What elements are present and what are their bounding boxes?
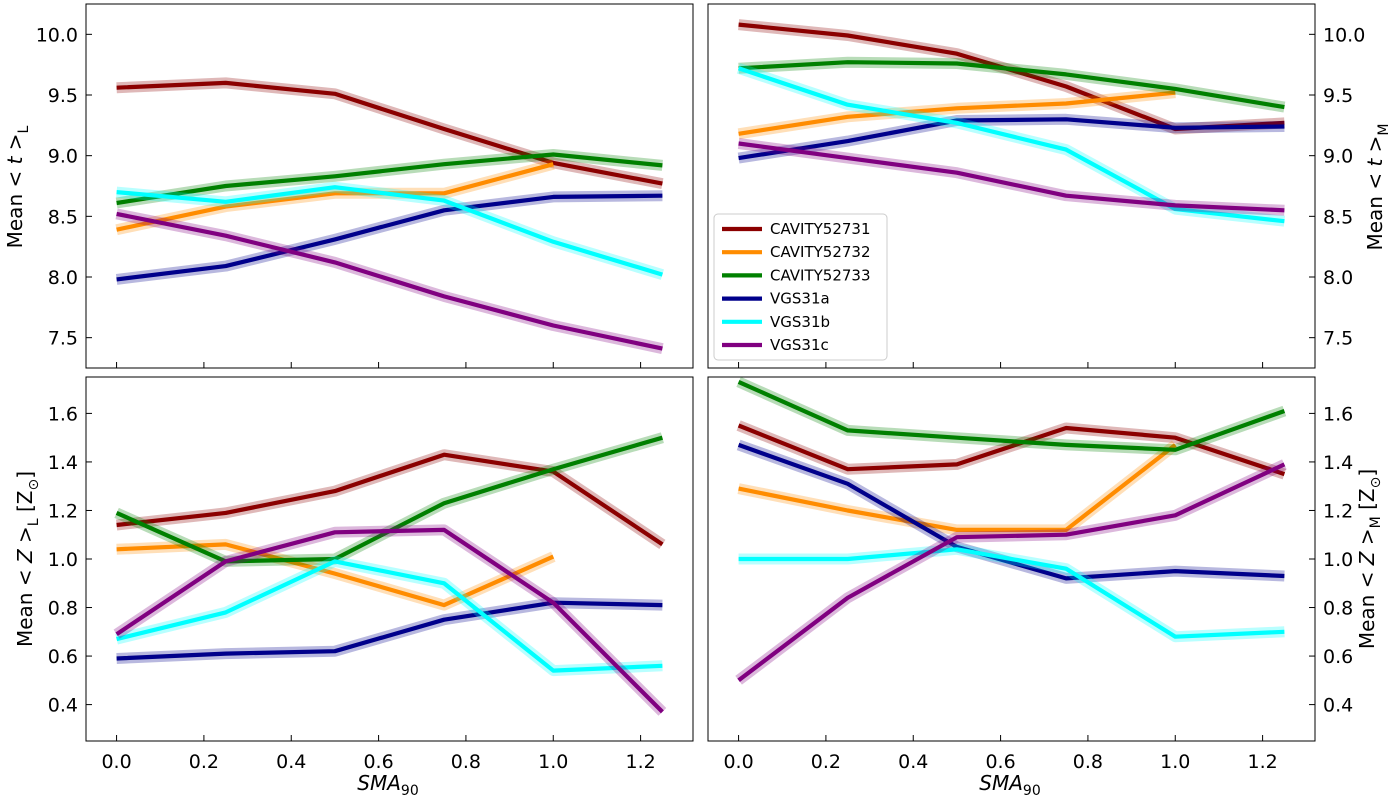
x-tick-label: 1.0: [1160, 751, 1190, 773]
y-tick-label: 0.6: [48, 646, 78, 668]
plot-frame: [707, 3, 1316, 369]
y-tick-label: 0.4: [1323, 695, 1353, 717]
series-line-CAVITY52733: [116, 152, 663, 206]
series-line-VGS31b: [737, 66, 1285, 224]
y-tick-label: 8.0: [1323, 267, 1353, 289]
x-tick-label: 1.2: [625, 751, 655, 773]
series-line-CAVITY52733: [737, 379, 1286, 452]
x-tick-label: 1.2: [1247, 751, 1277, 773]
y-tick-label: 1.4: [1323, 452, 1353, 474]
legend: CAVITY52731 CAVITY52732 CAVITY52733 VGS31a V…: [713, 213, 888, 361]
x-tick-label: 0.0: [723, 751, 753, 773]
y-tick-label: 0.4: [48, 695, 78, 717]
y-tick-label: 1.0: [48, 549, 78, 571]
legend-label-VGS31a: VGS31a: [770, 290, 830, 308]
y-tick-label: 7.5: [48, 328, 78, 350]
y-tick-label: 1.4: [48, 452, 78, 474]
y-tick-label: 9.5: [1323, 85, 1353, 107]
series-line-VGS31a: [737, 442, 1285, 581]
y-tick-label: 8.0: [48, 267, 78, 289]
y-tick-label: 0.6: [1323, 646, 1353, 668]
y-tick-label: 1.2: [1323, 500, 1353, 522]
panel-top-left: 7.5 8.0 8.5 9.0 9.5 10.0: [36, 3, 694, 369]
panel-bottom-left: 0.4 0.6 0.8 1.0 1.2 1.4 1.6 0.0 0.2 0.4 0.6 0.8 1.0 1…: [48, 376, 694, 773]
y-tick-label: 1.6: [48, 403, 78, 425]
series-line-CAVITY52733: [738, 60, 1285, 110]
x-tick-label: 0.2: [811, 751, 841, 773]
legend-label-VGS31c: VGS31c: [770, 336, 829, 354]
y-tick-label: 9.5: [48, 85, 78, 107]
ylabel-top-left: Mean < t >L: [3, 125, 32, 248]
legend-label-CAVITY52733: CAVITY52733: [770, 266, 871, 284]
y-tick-label: 0.8: [1323, 598, 1353, 620]
xlabel-bottom-right: SMA90: [979, 771, 1040, 799]
ylabel-bottom-right: Mean < Z >M [Z⊙]: [1355, 469, 1384, 649]
x-tick-label: 0.6: [363, 751, 393, 773]
series-line-VGS31a: [116, 193, 663, 282]
x-tick-label: 0.2: [189, 751, 219, 773]
series-line-VGS31c: [115, 527, 664, 714]
y-tick-label: 1.6: [1323, 403, 1353, 425]
panel-top-right: 7.58.08.59.09.510.0CAVITY52731CAVITY5273…: [707, 3, 1365, 369]
y-tick-label: 9.0: [1323, 146, 1353, 168]
y-tick-label: 1.0: [1323, 549, 1353, 571]
series-line-CAVITY52732: [738, 90, 1176, 136]
xlabel-bottom-left: SMA90: [357, 771, 418, 799]
plot-frame: [85, 3, 694, 369]
y-tick-label: 10.0: [36, 24, 78, 46]
x-tick-label: 0.8: [451, 751, 481, 773]
series-line-CAVITY52731: [116, 80, 663, 186]
series-line-CAVITY52732: [116, 162, 554, 232]
series-line-VGS31c: [737, 462, 1286, 682]
series-line-VGS31b: [738, 547, 1285, 639]
series-line-VGS31b: [116, 559, 663, 673]
y-tick-label: 8.5: [48, 206, 78, 228]
series-line-VGS31b: [116, 185, 664, 277]
x-tick-label: 0.0: [101, 751, 131, 773]
y-tick-label: 10.0: [1323, 24, 1365, 46]
x-tick-label: 1.0: [538, 751, 568, 773]
y-tick-label: 8.5: [1323, 206, 1353, 228]
series-line-VGS31c: [116, 211, 663, 351]
y-tick-label: 9.0: [48, 146, 78, 168]
x-tick-label: 0.6: [985, 751, 1015, 773]
legend-label-CAVITY52732: CAVITY52732: [770, 243, 871, 261]
series-line-VGS31a: [738, 117, 1285, 161]
y-tick-label: 7.5: [1323, 328, 1353, 350]
legend-label-CAVITY52731: CAVITY52731: [770, 220, 871, 238]
panel-bottom-right: 0.4 0.6 0.8 1.0 1.2 1.4 1.6 0.0 0.2 0.4 0.6 0.8 1.0 1…: [707, 376, 1353, 773]
ylabel-bottom-left: Mean < Z >L [Z⊙]: [13, 471, 42, 647]
y-tick-label: 0.8: [48, 598, 78, 620]
x-tick-label: 0.4: [276, 751, 306, 773]
y-tick-label: 1.2: [48, 500, 78, 522]
series-line-VGS31a: [116, 600, 663, 661]
legend-label-VGS31b: VGS31b: [770, 313, 830, 331]
series-line-CAVITY52732: [738, 443, 1177, 532]
x-tick-label: 0.4: [898, 751, 928, 773]
x-tick-label: 0.8: [1073, 751, 1103, 773]
series-line-CAVITY52731: [116, 452, 664, 547]
series-line-VGS31c: [738, 141, 1285, 213]
ylabel-top-right: Mean < t >M: [1363, 123, 1392, 250]
